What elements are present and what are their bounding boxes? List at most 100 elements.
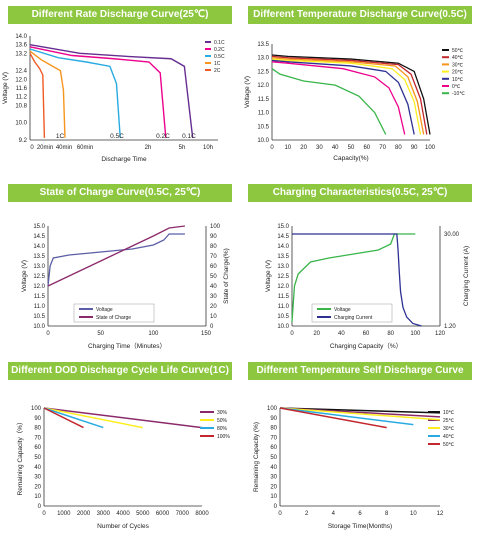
y-tick-label: 11.2 (16, 95, 28, 101)
x-axis-label: Number of Cycles (97, 523, 149, 530)
y2-tick-label: 100 (210, 224, 221, 230)
y-tick-label: 10.0 (15, 121, 27, 127)
rate-discharge-plot: 14.013.613.212.412.011.611.210.810.09.20… (2, 34, 225, 163)
x-tick-label: 8 (385, 511, 389, 517)
legend-label: Voltage (96, 307, 113, 313)
y-tick-label: 11.0 (258, 111, 270, 117)
x-tick-label: 80 (387, 331, 394, 337)
x-tick-label: 20 (300, 145, 307, 151)
legend-label: 10℃ (452, 77, 464, 83)
y-tick-label: 100 (267, 406, 278, 412)
x-tick-label: 4 (332, 511, 336, 517)
series-line (271, 58, 422, 135)
y-tick-label: 90 (270, 416, 277, 422)
legend-label: 50℃ (452, 48, 464, 54)
y-tick-label: 11.5 (258, 97, 270, 103)
x-tick-label: 100 (425, 145, 436, 151)
chart-title: Different DOD Discharge Cycle Life Curve… (8, 362, 232, 380)
y-tick-label: 12.0 (257, 83, 269, 89)
x-tick-label: 2000 (77, 511, 91, 517)
x-tick-label: 80 (395, 145, 402, 151)
legend-label: 0.1C (214, 40, 225, 46)
legend-label: 50℃ (443, 442, 455, 448)
y-tick-label: 13.0 (33, 264, 45, 270)
x-axis-label: Storage Time(Months) (328, 523, 392, 530)
y-axis-label: Remaining Capacity（%） (16, 419, 24, 496)
series-line (43, 407, 143, 429)
y-tick-label: 15.0 (33, 224, 45, 230)
y-tick-label: 11.0 (278, 304, 290, 310)
y-tick-label: 20 (34, 484, 41, 490)
x-tick-label: 10 (410, 511, 417, 517)
charging-characteristics-plot: 15.0 14.5 14.0 13.5 13.0 12.5 12.0 11.5 11.0 10.5… (265, 224, 470, 350)
y-tick-label: 40 (270, 465, 277, 471)
y-tick-label: 10.0 (257, 138, 269, 144)
x-tick-label: 40 (332, 145, 339, 151)
y-tick-label: 80 (270, 426, 277, 432)
y-tick-label: 10.0 (33, 324, 45, 330)
y-tick-label: 14.0 (33, 244, 45, 250)
y-tick-label: 13.5 (277, 254, 289, 260)
y-tick-label: 11.0 (34, 304, 46, 310)
chart-title: Different Temperature Self Discharge Cur… (248, 362, 472, 380)
series-line (29, 50, 66, 138)
legend-label: 40℃ (452, 55, 464, 61)
series-line (43, 407, 84, 429)
y-tick-label: 10.5 (33, 314, 45, 320)
x-axis-label: Charging Capacity（%） (330, 342, 402, 350)
legend-label: 30℃ (443, 426, 455, 432)
y-tick-label: 13.5 (33, 254, 45, 260)
x-tick-label: 50 (348, 145, 355, 151)
x-tick-label: 60min (77, 145, 93, 151)
x-tick-label: 0 (42, 511, 46, 517)
chart-title: Different Rate Discharge Curve(25℃) (8, 6, 232, 24)
x-tick-label: 40min (56, 145, 72, 151)
y-tick-label: 14.5 (33, 234, 45, 240)
y-tick-label: 13.0 (257, 56, 269, 62)
x-tick-label: 20 (313, 331, 320, 337)
y-tick-label: 11.6 (16, 86, 28, 92)
series-line (29, 46, 167, 138)
x-tick-label: 10h (203, 145, 213, 151)
legend-label: 0.2C (214, 47, 225, 53)
series-line (271, 57, 425, 135)
series-line (47, 233, 185, 287)
series-line (43, 407, 203, 429)
curve-label: 0.1C (182, 133, 196, 140)
x-tick-label: 20min (37, 145, 53, 151)
y-tick-label: 40 (34, 465, 41, 471)
y-tick-label: 9.2 (19, 138, 28, 144)
series-line (47, 225, 186, 287)
y-axis-label: Voltage (V) (2, 72, 9, 104)
y-tick-label: 10.8 (15, 103, 27, 109)
series-line (271, 68, 387, 135)
series-line (29, 52, 46, 138)
y-tick-label: 30 (270, 475, 277, 481)
y-tick-label: 11.5 (34, 294, 46, 300)
y2-axis-label: Charging Current (A) (463, 246, 470, 306)
x-tick-label: 10 (284, 145, 291, 151)
curve-label: 0.2C (156, 133, 170, 140)
legend-label: 1C (214, 61, 221, 67)
y2-tick-label: 10 (210, 314, 217, 320)
series-line (29, 43, 194, 138)
temperature-discharge-chart: Different Temperature Discharge Curve(0.… (240, 0, 480, 178)
y-tick-label: 10.5 (277, 314, 289, 320)
x-axis-label: Discharge Time (101, 156, 147, 163)
y-tick-label: 60 (34, 445, 41, 451)
y2-tick-label: 90 (210, 234, 217, 240)
y-tick-label: 30 (34, 475, 41, 481)
y-axis-label: Remaining Capacity (%) (253, 422, 260, 492)
y-tick-label: 70 (270, 435, 277, 441)
legend-label: 30℃ (452, 62, 464, 68)
series-line (271, 54, 431, 135)
y-tick-label: 12.0 (15, 77, 27, 83)
legend-label: 20℃ (452, 70, 464, 76)
y-tick-label: 10.0 (277, 324, 289, 330)
y-tick-label: 10 (34, 494, 41, 500)
x-tick-label: 2h (145, 145, 152, 151)
x-tick-label: 30 (316, 145, 323, 151)
y2-tick-label: 30.00 (444, 232, 460, 238)
